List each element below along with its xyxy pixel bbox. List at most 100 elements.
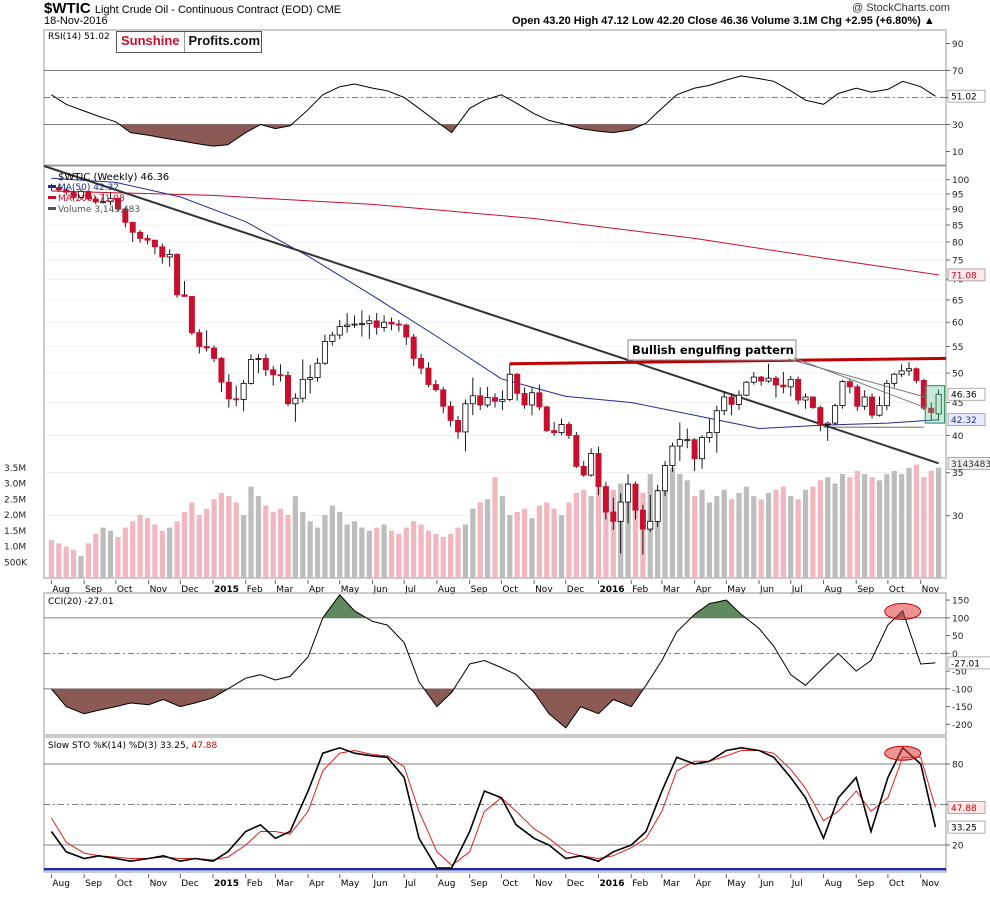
volume-bar: [936, 467, 942, 578]
candle-down: [388, 321, 395, 325]
time-label: May: [727, 585, 746, 595]
volume-bar: [862, 474, 868, 578]
volume-bar: [795, 499, 801, 578]
candle-down: [595, 453, 602, 487]
volume-bar: [48, 540, 54, 578]
volume-bar: [137, 515, 143, 578]
volume-bar: [56, 543, 62, 578]
volume-bar: [248, 486, 254, 578]
volume-bar: [847, 477, 853, 578]
time-label: Dec: [567, 585, 584, 595]
volume-tick-label: 1.5M: [4, 527, 26, 537]
volume-bar: [743, 486, 749, 578]
volume-bar: [307, 521, 313, 578]
volume-bar: [351, 521, 358, 578]
volume-bar: [366, 530, 372, 578]
candle-down: [846, 381, 853, 388]
volume-bar: [130, 521, 136, 578]
volume-bar: [721, 489, 727, 578]
ma50-line: [51, 177, 939, 430]
price-panel: 3.5M 3.0M 2.5M 2.0M 1.5M 1.0M 500K Bullish engu…: [4, 165, 990, 579]
volume-bar: [93, 533, 99, 578]
candle-up: [891, 373, 898, 384]
time-label: Jul: [791, 879, 803, 889]
candle-up: [240, 382, 247, 400]
volume-bar: [418, 524, 424, 578]
candle-up: [721, 396, 728, 412]
candle-up: [299, 378, 306, 399]
overbought-fill: [322, 594, 367, 618]
volume-tick-label: 2.5M: [4, 495, 26, 505]
candle-down: [869, 396, 876, 416]
time-label: Jul: [791, 585, 803, 595]
volume-bar: [758, 499, 764, 578]
candle-down: [610, 511, 617, 522]
volume-bar: [159, 530, 165, 578]
time-label: May: [341, 879, 360, 889]
candle-up: [484, 397, 491, 406]
candle-up: [166, 253, 173, 258]
candle-up: [469, 395, 476, 405]
ma200-line: [51, 190, 939, 276]
y-tick-label: 95: [952, 190, 963, 200]
volume-bar: [337, 511, 343, 578]
volume-bar: [499, 496, 505, 578]
time-label: Jun: [372, 879, 387, 889]
candle-down: [913, 368, 920, 381]
time-label: May: [727, 879, 746, 889]
candle-down: [639, 509, 646, 530]
time-label: Dec: [567, 879, 584, 889]
time-label: Aug: [824, 585, 842, 595]
candle-down: [403, 324, 410, 338]
candle-up: [381, 321, 388, 328]
exchange: CME: [316, 4, 342, 16]
candle-up: [366, 320, 373, 325]
volume-bar: [411, 521, 417, 578]
candle-up: [558, 424, 565, 434]
candle-up: [292, 397, 299, 405]
time-label: Nov: [150, 879, 168, 889]
candle-up: [647, 520, 654, 530]
volume-bar: [521, 508, 528, 578]
legend-swatch: [48, 207, 56, 210]
candle-down: [447, 405, 454, 421]
volume-bar: [625, 486, 631, 578]
volume-bar: [107, 530, 114, 578]
y-tick-label: 35: [952, 469, 963, 479]
volume-value-label: 3143483: [951, 460, 990, 470]
candle-up: [765, 377, 772, 382]
volume-bar: [455, 527, 461, 578]
candle-down: [477, 395, 484, 406]
chart-date: 18-Nov-2016: [44, 15, 108, 27]
volume-bar: [300, 511, 306, 578]
stochastic-title-k: Slow STO %K(14) %D(3) 33.25,: [48, 741, 191, 751]
candle-down: [63, 189, 70, 193]
volume-bar: [588, 496, 594, 578]
candle-down: [920, 380, 927, 409]
time-label: Jun: [759, 879, 774, 889]
candle-up: [654, 490, 661, 522]
time-label: Sep: [857, 879, 874, 889]
volume-bar: [684, 480, 690, 578]
stochastic-k-value-bg: [947, 820, 986, 834]
y-tick-label: -100: [952, 685, 973, 695]
y-tick-label: -150: [952, 703, 973, 713]
volume-bar: [595, 480, 602, 578]
time-label: Jun: [372, 585, 387, 595]
volume-bar: [218, 492, 225, 578]
ma200-value-label: 71.08: [951, 271, 977, 281]
candle-up: [528, 392, 535, 406]
candle-down: [151, 239, 158, 248]
y-tick-label: 85: [952, 221, 963, 231]
volume-bar: [470, 508, 476, 578]
volume-bar: [536, 505, 542, 578]
volume-bar: [529, 518, 535, 578]
candle-down: [795, 378, 802, 401]
volume-bar: [396, 533, 402, 578]
volume-bar: [610, 489, 616, 578]
candle-down: [536, 392, 543, 408]
candle-up: [935, 393, 942, 415]
candle-down: [137, 231, 144, 239]
candle-up: [906, 368, 913, 372]
